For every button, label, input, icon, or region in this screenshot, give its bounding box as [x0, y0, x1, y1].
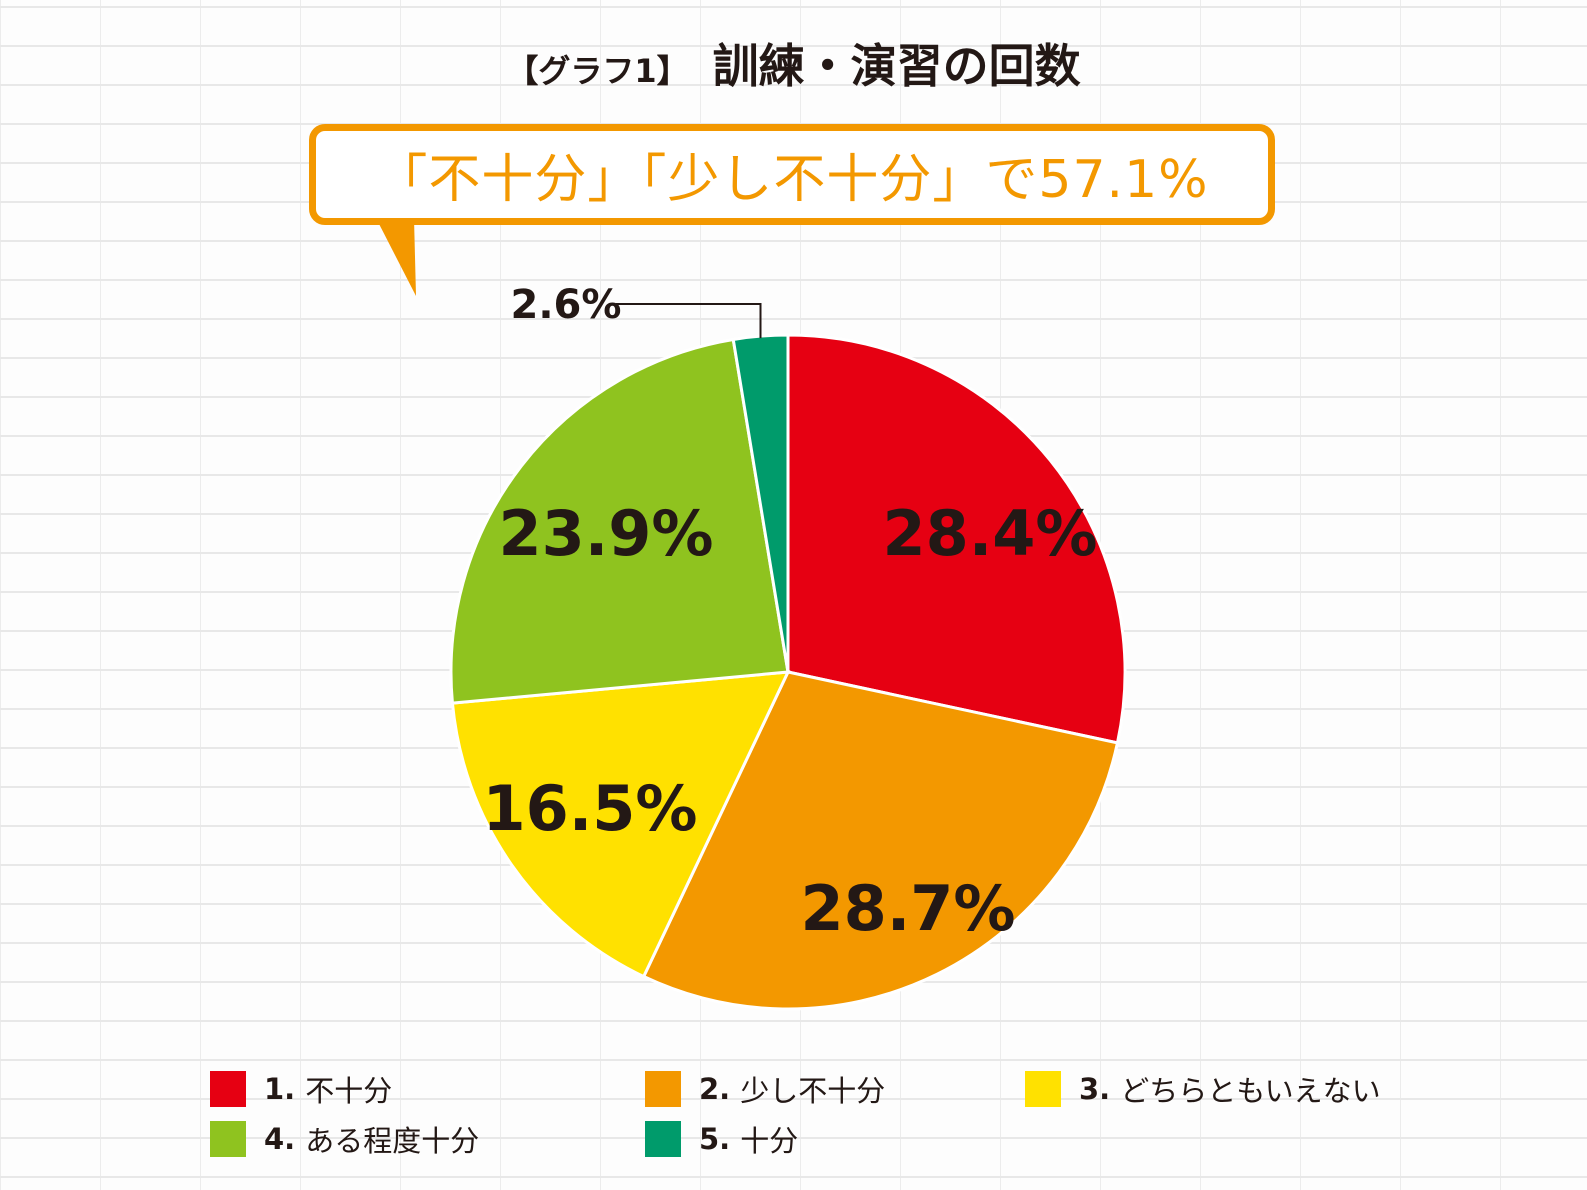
callout-box: 「不十分」「少し不十分」で57.1% [309, 124, 1275, 225]
legend-label-4: ある程度十分 [305, 1124, 480, 1158]
pie-slices [449, 333, 1127, 1011]
pie-label-3: 16.5% [482, 772, 697, 845]
chart-title: 【グラフ1】 訓練・演習の回数 [0, 30, 1587, 96]
legend-swatch-4 [210, 1121, 246, 1157]
pie-label-5: 2.6% [511, 282, 622, 328]
legend-label-5: 十分 [740, 1124, 799, 1158]
pie-slice-1 [786, 333, 1127, 745]
legend-item-5: 5. 十分 [645, 1118, 798, 1160]
pie-slice-2 [641, 670, 1120, 1011]
pie-chart: 28.4% 28.7% 16.5% 23.9% 2.6% [449, 282, 1127, 1011]
legend-item-2: 2. 少し不十分 [645, 1068, 885, 1110]
legend-number-1: 1. [264, 1072, 296, 1106]
legend-item-1: 1. 不十分 [210, 1068, 392, 1110]
legend-label-3: どちらともいえない [1120, 1074, 1381, 1108]
legend-number-4: 4. [264, 1122, 296, 1156]
pie-leader-line [616, 303, 762, 339]
pie-leaders [616, 303, 762, 339]
pie-label-4: 23.9% [498, 497, 713, 570]
legend-number-2: 2. [699, 1072, 731, 1106]
pie-label-1: 28.4% [882, 497, 1097, 570]
legend-label-1: 不十分 [305, 1074, 393, 1108]
callout-text: 「不十分」「少し不十分」で57.1% [375, 150, 1209, 210]
chart-title-main: 訓練・演習の回数 [712, 39, 1081, 93]
legend-number-5: 5. [699, 1122, 731, 1156]
pie-slice-4 [449, 337, 790, 705]
callout-tail [376, 218, 416, 296]
chart-title-prefix: 【グラフ1】 [506, 52, 689, 90]
legend-swatch-1 [210, 1071, 246, 1107]
legend-swatch-5 [645, 1121, 681, 1157]
legend-item-3: 3. どちらともいえない [1025, 1068, 1381, 1110]
pie-label-2: 28.7% [800, 872, 1015, 945]
legend-label-2: 少し不十分 [740, 1074, 886, 1108]
legend-item-4: 4. ある程度十分 [210, 1118, 479, 1160]
legend-swatch-3 [1025, 1071, 1061, 1107]
legend-swatch-2 [645, 1071, 681, 1107]
legend-number-3: 3. [1079, 1072, 1111, 1106]
pie-labels: 28.4% 28.7% 16.5% 23.9% 2.6% [482, 282, 1097, 945]
pie-slice-3 [450, 670, 791, 979]
